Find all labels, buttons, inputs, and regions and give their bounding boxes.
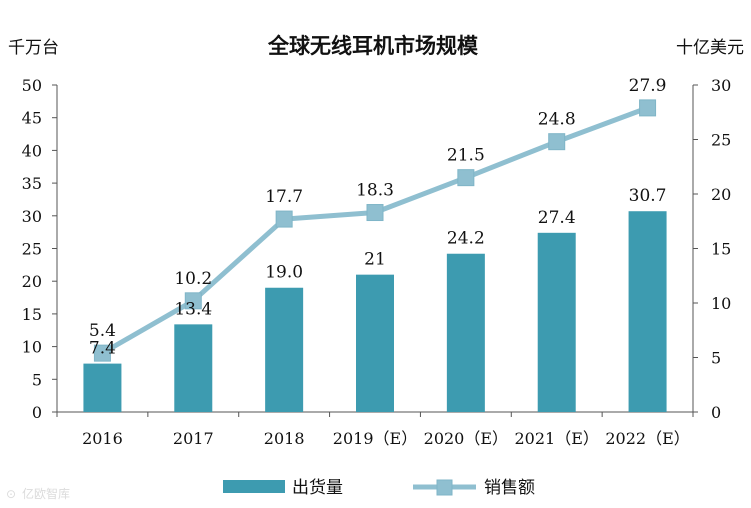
watermark: ⊙ 亿欧智库 — [6, 486, 70, 501]
y-right-axis-label: 十亿美元 — [676, 38, 744, 58]
x-tick-label: 2019（E） — [333, 429, 417, 448]
bar-shipments — [537, 232, 576, 412]
x-tick-label: 2018 — [264, 429, 305, 448]
point-revenue — [184, 292, 202, 310]
x-tick-label: 2016 — [82, 429, 123, 448]
bar-shipments — [446, 253, 485, 412]
data-label-shipments: 19.0 — [265, 263, 303, 283]
y-right-tick-label: 10 — [711, 294, 731, 313]
legend: 出货量 销售额 — [223, 478, 535, 498]
chart-title: 全球无线耳机市场规模 — [267, 33, 479, 58]
point-revenue — [548, 133, 566, 151]
plot-area: 0 5 10 15 20 25 30 35 40 45 50 0 5 10 15 20 25 30 2016 2017… — [22, 76, 732, 448]
bar-shipments — [83, 363, 122, 412]
data-label-revenue: 21.5 — [447, 146, 485, 166]
y-right-tick-label: 30 — [711, 76, 731, 95]
x-tick-label: 2021（E） — [515, 429, 599, 448]
y-left-tick-label: 25 — [22, 240, 42, 259]
x-tick-label: 2017 — [173, 429, 214, 448]
data-label-shipments: 27.4 — [538, 208, 576, 228]
data-label-revenue: 17.7 — [265, 187, 303, 207]
legend-bar-swatch — [223, 480, 285, 493]
data-label-shipments: 21 — [364, 250, 386, 270]
y-left-axis-label: 千万台 — [8, 38, 59, 58]
data-label-revenue: 27.9 — [629, 76, 667, 96]
bar-shipments — [356, 274, 394, 412]
bar-shipments — [628, 211, 667, 412]
watermark-icon: ⊙ — [6, 487, 16, 501]
y-right-tick-label: 20 — [711, 185, 731, 204]
y-left-tick-label: 10 — [22, 338, 42, 357]
bar-shipments — [174, 324, 213, 412]
y-right-tick-label: 25 — [711, 131, 731, 150]
y-right-tick-label: 0 — [711, 403, 721, 422]
data-label-revenue: 5.4 — [89, 321, 116, 341]
legend-line-marker — [436, 479, 453, 496]
data-label-revenue: 10.2 — [174, 269, 212, 289]
y-left-tick-label: 30 — [22, 207, 42, 226]
point-revenue — [93, 344, 111, 362]
y-left-tick-label: 0 — [32, 403, 42, 422]
y-left-tick-label: 40 — [22, 141, 42, 160]
y-left-tick-label: 35 — [22, 174, 42, 193]
data-label-shipments: 24.2 — [447, 229, 485, 249]
y-left-tick-label: 15 — [22, 305, 42, 324]
y-left-tick-label: 20 — [22, 272, 42, 291]
bar-shipments — [265, 287, 304, 412]
point-revenue — [275, 210, 293, 228]
x-tick-label: 2020（E） — [424, 429, 508, 448]
point-revenue — [366, 204, 384, 222]
data-label-revenue: 24.8 — [538, 110, 576, 130]
y-left-tick-label: 5 — [32, 370, 42, 389]
legend-label-revenue: 销售额 — [484, 478, 535, 498]
y-right-tick-label: 5 — [711, 349, 721, 368]
legend-label-shipments: 出货量 — [292, 478, 343, 498]
point-revenue — [457, 169, 475, 187]
data-label-shipments: 30.7 — [629, 186, 667, 206]
data-label-revenue: 18.3 — [356, 181, 394, 201]
y-left-tick-label: 45 — [22, 109, 42, 128]
data-label-shipments: 7.4 — [89, 339, 116, 359]
y-right-tick-label: 15 — [711, 240, 731, 259]
y-left-tick-label: 50 — [22, 76, 42, 95]
watermark-text: 亿欧智库 — [22, 486, 70, 501]
data-label-shipments: 13.4 — [174, 299, 212, 319]
point-revenue — [639, 99, 657, 117]
x-tick-label: 2022（E） — [605, 429, 689, 448]
